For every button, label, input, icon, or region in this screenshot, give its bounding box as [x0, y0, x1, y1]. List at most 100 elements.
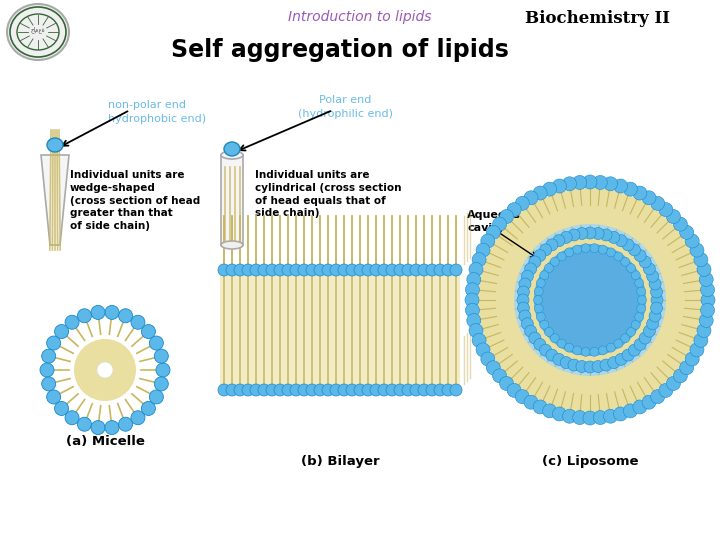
Circle shape: [218, 384, 230, 396]
Circle shape: [644, 263, 655, 275]
Circle shape: [266, 264, 278, 276]
Text: (c) Liposome: (c) Liposome: [541, 455, 638, 468]
Circle shape: [519, 278, 531, 290]
Circle shape: [306, 384, 318, 396]
Circle shape: [629, 244, 640, 256]
Circle shape: [119, 309, 132, 323]
Circle shape: [550, 257, 559, 266]
Circle shape: [469, 262, 483, 276]
Circle shape: [581, 347, 590, 356]
Text: جامعة: جامعة: [31, 26, 45, 33]
Circle shape: [242, 264, 254, 276]
Circle shape: [226, 264, 238, 276]
Circle shape: [338, 384, 350, 396]
Circle shape: [564, 248, 574, 257]
Circle shape: [282, 384, 294, 396]
Circle shape: [564, 343, 574, 352]
Circle shape: [386, 384, 398, 396]
Circle shape: [568, 229, 580, 241]
Circle shape: [637, 295, 647, 305]
Circle shape: [592, 227, 604, 239]
Circle shape: [615, 353, 627, 366]
Circle shape: [426, 264, 438, 276]
Circle shape: [274, 384, 286, 396]
Text: Self aggregation of lipids: Self aggregation of lipids: [171, 38, 509, 62]
Circle shape: [362, 384, 374, 396]
Circle shape: [624, 182, 637, 196]
Circle shape: [622, 349, 634, 361]
Circle shape: [534, 287, 543, 296]
Circle shape: [306, 264, 318, 276]
Circle shape: [42, 377, 55, 391]
Circle shape: [673, 217, 688, 231]
Ellipse shape: [224, 142, 240, 156]
Circle shape: [472, 333, 486, 347]
Circle shape: [226, 384, 238, 396]
Circle shape: [410, 384, 422, 396]
Circle shape: [536, 279, 545, 288]
Circle shape: [370, 384, 382, 396]
Circle shape: [659, 202, 673, 217]
Circle shape: [624, 404, 637, 418]
Circle shape: [524, 191, 538, 205]
Circle shape: [615, 235, 627, 247]
Circle shape: [583, 411, 597, 425]
Circle shape: [521, 270, 534, 282]
Circle shape: [105, 421, 119, 435]
Circle shape: [290, 384, 302, 396]
Circle shape: [386, 264, 398, 276]
Circle shape: [450, 384, 462, 396]
Circle shape: [631, 271, 640, 280]
Circle shape: [500, 210, 513, 224]
Circle shape: [631, 320, 640, 329]
Circle shape: [330, 264, 342, 276]
Circle shape: [576, 227, 588, 239]
Ellipse shape: [221, 241, 243, 249]
Circle shape: [469, 323, 483, 338]
Circle shape: [568, 359, 580, 371]
Circle shape: [626, 264, 636, 273]
Circle shape: [322, 264, 334, 276]
Circle shape: [500, 376, 513, 390]
Circle shape: [572, 410, 587, 424]
Circle shape: [218, 264, 230, 276]
Circle shape: [258, 384, 270, 396]
Circle shape: [694, 253, 708, 267]
Circle shape: [298, 384, 310, 396]
Circle shape: [540, 271, 549, 280]
Circle shape: [47, 390, 60, 404]
Circle shape: [562, 177, 577, 191]
Circle shape: [534, 249, 546, 261]
Circle shape: [557, 252, 566, 261]
Circle shape: [690, 243, 704, 257]
Circle shape: [553, 353, 565, 366]
Text: Aqueous
cavity: Aqueous cavity: [467, 210, 521, 233]
Circle shape: [394, 264, 406, 276]
Circle shape: [581, 244, 590, 253]
Circle shape: [141, 325, 156, 339]
Circle shape: [486, 225, 500, 239]
Ellipse shape: [47, 138, 63, 152]
Circle shape: [282, 264, 294, 276]
Circle shape: [572, 176, 587, 190]
Circle shape: [544, 264, 554, 273]
Circle shape: [410, 264, 422, 276]
Circle shape: [402, 384, 414, 396]
Circle shape: [639, 332, 651, 344]
Circle shape: [525, 263, 536, 275]
Circle shape: [633, 400, 647, 414]
Circle shape: [608, 356, 620, 369]
Circle shape: [518, 286, 529, 298]
Circle shape: [478, 188, 702, 412]
Circle shape: [481, 234, 495, 248]
Circle shape: [534, 244, 646, 356]
Circle shape: [603, 409, 618, 423]
Circle shape: [592, 361, 604, 373]
Circle shape: [486, 361, 500, 375]
Circle shape: [242, 384, 254, 396]
Circle shape: [119, 417, 132, 431]
Text: (a) Micelle: (a) Micelle: [66, 435, 145, 448]
Circle shape: [613, 179, 628, 193]
Ellipse shape: [221, 151, 243, 159]
Circle shape: [91, 421, 105, 435]
